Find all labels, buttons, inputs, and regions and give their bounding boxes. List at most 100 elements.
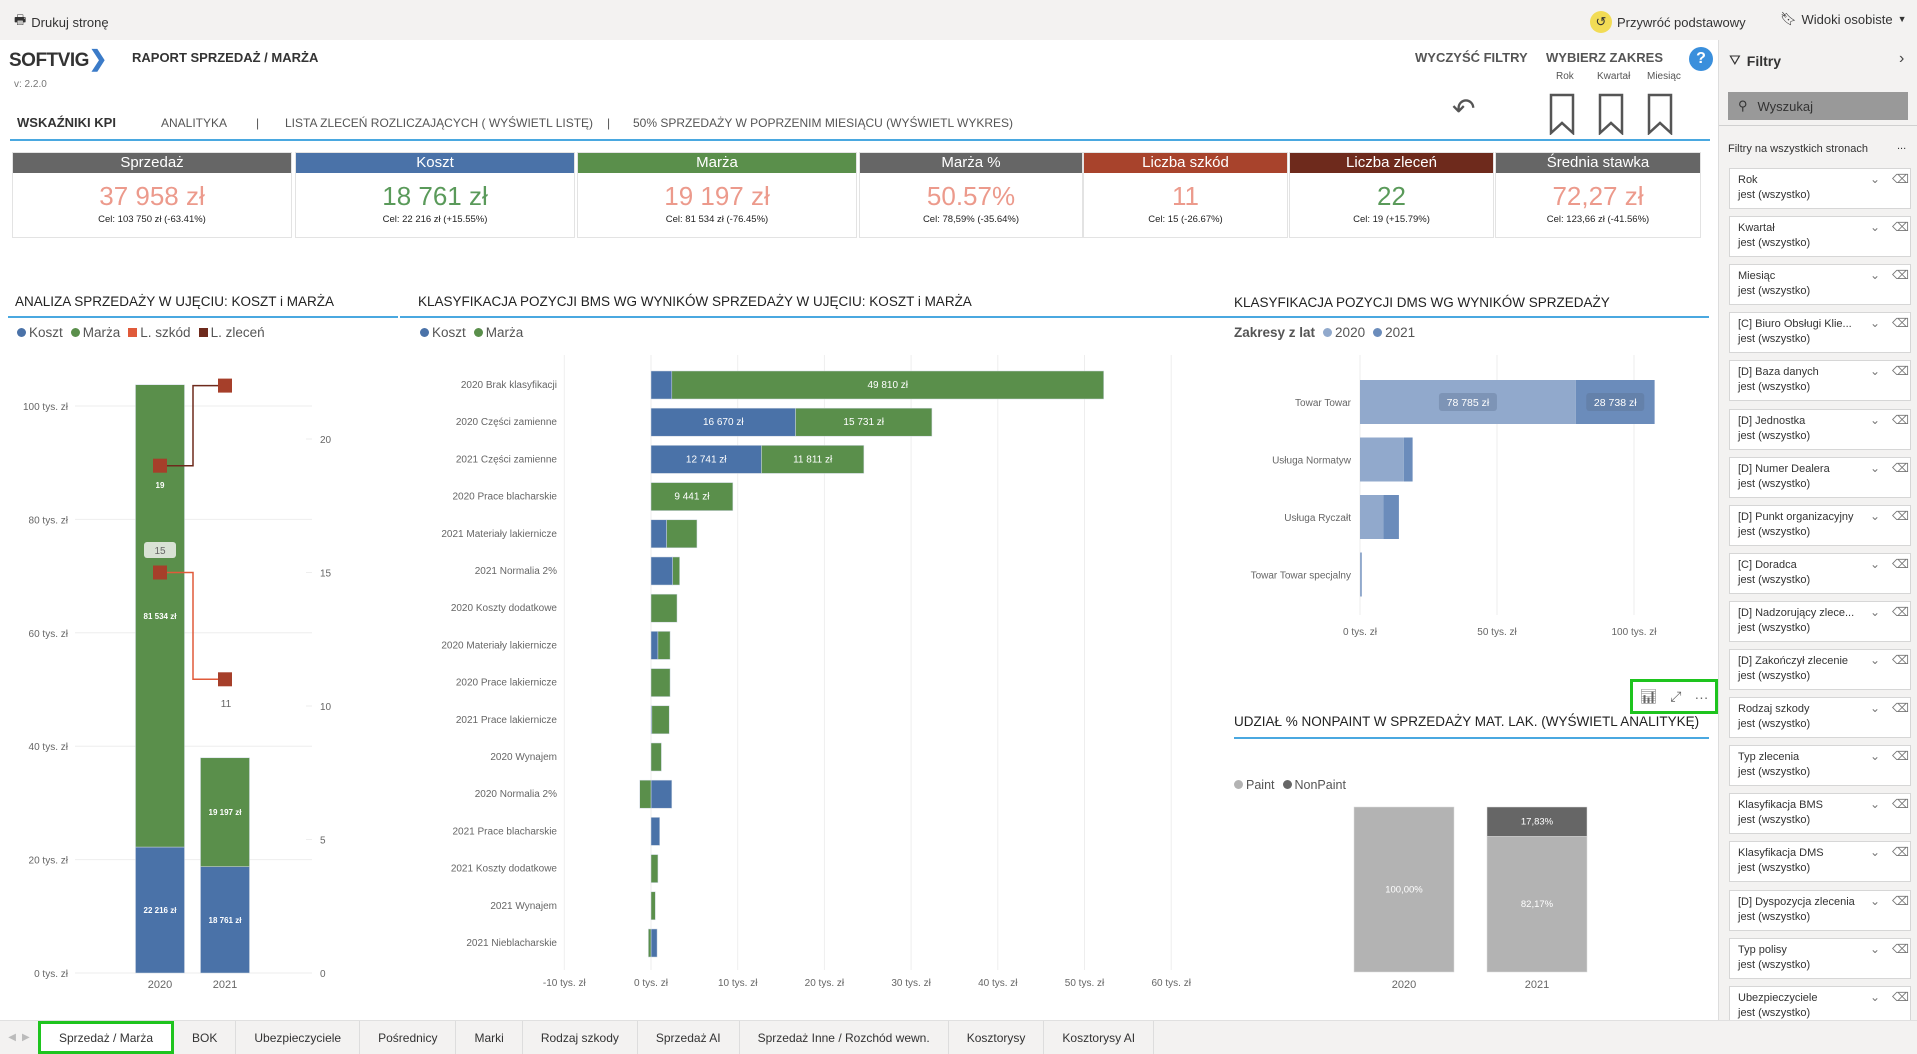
eraser-icon[interactable]: ⌫ (1892, 508, 1909, 523)
collapse-pane-chevron-icon[interactable]: › (1899, 50, 1905, 67)
tab-page[interactable]: Rodzaj szkody (523, 1021, 638, 1054)
legend-2021[interactable]: 2021 (1373, 325, 1415, 340)
eraser-icon[interactable]: ⌫ (1892, 701, 1909, 716)
bookmark-month-icon[interactable] (1647, 93, 1673, 135)
bookmark-quarter-icon[interactable] (1598, 93, 1624, 135)
eraser-icon[interactable]: ⌫ (1892, 797, 1909, 812)
legend-l-szkod[interactable]: L. szkód (128, 325, 191, 340)
chevron-down-icon[interactable]: ⌄ (1870, 749, 1881, 764)
filter-card[interactable]: Rok jest (wszystko) ⌄ ⌫ (1729, 168, 1911, 209)
chevron-down-icon[interactable]: ⌄ (1870, 653, 1881, 667)
eraser-icon[interactable]: ⌫ (1892, 460, 1909, 475)
legend-2020[interactable]: 2020 (1323, 325, 1365, 340)
tab-page[interactable]: Sprzedaż / Marża (38, 1021, 175, 1054)
chevron-down-icon[interactable]: ⌄ (1870, 460, 1881, 475)
clear-filters-button[interactable]: WYCZYŚĆ FILTRY (1415, 50, 1528, 65)
legend-koszt[interactable]: Koszt (420, 325, 466, 340)
eraser-icon[interactable]: ⌫ (1892, 220, 1909, 235)
personal-views-dropdown[interactable]: 🔖︎ Widoki osobiste ▼ (1780, 11, 1906, 27)
tab-page[interactable]: BOK (174, 1021, 237, 1054)
eraser-icon[interactable]: ⌫ (1892, 172, 1909, 186)
tab-page[interactable]: Sprzedaż AI (638, 1021, 740, 1054)
eraser-icon[interactable]: ⌫ (1892, 989, 1909, 1004)
nav-kpi[interactable]: WSKAŹNIKI KPI (17, 115, 116, 130)
chevron-down-icon[interactable]: ⌄ (1870, 220, 1881, 235)
legend-nonpaint[interactable]: NonPaint (1282, 778, 1346, 792)
chevron-down-icon[interactable]: ⌄ (1870, 604, 1881, 619)
chevron-down-icon[interactable]: ⌄ (1870, 893, 1881, 908)
more-options-icon[interactable]: ··· (1694, 688, 1709, 705)
undo-icon[interactable]: ↶ (1452, 93, 1476, 124)
filter-card[interactable]: [D] Nadzorujący zlece... jest (wszystko)… (1729, 600, 1911, 642)
tab-page[interactable]: Marki (456, 1021, 523, 1054)
filter-card[interactable]: [D] Punkt organizacyjny jest (wszystko) … (1729, 504, 1911, 546)
tab-page[interactable]: Pośrednicy (360, 1021, 457, 1054)
chevron-left-icon[interactable]: ◀ (8, 1032, 16, 1043)
tab-page[interactable]: Kosztorysy (949, 1021, 1045, 1054)
tab-page[interactable]: Kosztorysy AI (1044, 1021, 1155, 1054)
help-button[interactable]: ? (1689, 47, 1713, 71)
filter-search-input[interactable]: ⚲ Wyszukaj (1728, 92, 1908, 120)
eraser-icon[interactable]: ⌫ (1892, 412, 1909, 427)
chevron-down-icon[interactable]: ⌄ (1870, 845, 1881, 860)
eraser-icon[interactable]: ⌫ (1892, 749, 1909, 764)
filter-card[interactable]: Rodzaj szkody jest (wszystko) ⌄ ⌫ (1729, 697, 1911, 739)
legend-koszt[interactable]: Koszt (17, 325, 63, 340)
eraser-icon[interactable]: ⌫ (1892, 893, 1909, 908)
chevron-down-icon[interactable]: ⌄ (1870, 364, 1881, 379)
y-tick-label: 0 tys. zł (34, 969, 69, 980)
filter-card[interactable]: Klasyfikacja BMS jest (wszystko) ⌄ ⌫ (1729, 793, 1911, 835)
legend-marza[interactable]: Marża (70, 325, 120, 340)
eraser-icon[interactable]: ⌫ (1892, 604, 1909, 619)
nav-orders-list[interactable]: LISTA ZLECEŃ ROZLICZAJĄCYCH ( WYŚWIETL L… (285, 116, 594, 130)
filter-name: [D] Nadzorujący zlece... (1738, 606, 1855, 619)
filter-card[interactable]: Miesiąc jest (wszystko) ⌄ ⌫ (1729, 264, 1911, 306)
chevron-down-icon[interactable]: ⌄ (1870, 556, 1881, 571)
y2-tick-label: 0 (320, 969, 326, 980)
filter-card[interactable]: [D] Baza danych jest (wszystko) ⌄ ⌫ (1729, 360, 1911, 402)
filter-card[interactable]: [D] Zakończył zlecenie jest (wszystko) ⌄… (1729, 649, 1911, 690)
chevron-down-icon[interactable]: ⌄ (1870, 172, 1881, 186)
chevron-down-icon[interactable]: ⌄ (1870, 989, 1881, 1004)
filter-card[interactable]: Typ zlecenia jest (wszystko) ⌄ ⌫ (1729, 745, 1911, 787)
chevron-down-icon[interactable]: ⌄ (1870, 412, 1881, 427)
focus-mode-icon[interactable]: ⤢ (1670, 688, 1682, 704)
eraser-icon[interactable]: ⌫ (1892, 268, 1909, 283)
chevron-down-icon[interactable]: ⌄ (1870, 316, 1881, 331)
print-page-button[interactable]: 🖶 Drukuj stronę (14, 11, 109, 33)
eraser-icon[interactable]: ⌫ (1892, 556, 1909, 571)
filter-card[interactable]: [C] Biuro Obsługi Klie... jest (wszystko… (1729, 312, 1911, 354)
eraser-icon[interactable]: ⌫ (1892, 845, 1909, 860)
eraser-icon[interactable]: ⌫ (1892, 653, 1909, 667)
filter-card[interactable]: Ubezpieczyciele jest (wszystko) ⌄ ⌫ (1729, 985, 1911, 1027)
filter-card[interactable]: [D] Numer Dealera jest (wszystko) ⌄ ⌫ (1729, 456, 1911, 498)
eraser-icon[interactable]: ⌫ (1892, 364, 1909, 379)
tab-page[interactable]: Ubezpieczyciele (236, 1021, 361, 1054)
section-more-button[interactable]: ... (1897, 140, 1907, 152)
filter-card[interactable]: [C] Doradca jest (wszystko) ⌄ ⌫ (1729, 552, 1911, 594)
reset-default-button[interactable]: ↺ Przywróć podstawowy (1590, 11, 1746, 33)
nav-sales-chart[interactable]: 50% SPRZEDAŻY W POPRZENIM MIESIĄCU (WYŚW… (633, 116, 1014, 130)
nav-analytics[interactable]: ANALITYKA (161, 116, 228, 130)
analytics-icon[interactable]: 📊︎ (1639, 688, 1658, 704)
bookmark-year-icon[interactable] (1549, 93, 1575, 135)
filter-card[interactable]: Klasyfikacja DMS jest (wszystko) ⌄ ⌫ (1729, 841, 1911, 883)
tab-page[interactable]: Sprzedaż Inne / Rozchód wewn. (740, 1021, 949, 1054)
chevron-down-icon[interactable]: ⌄ (1870, 701, 1881, 716)
legend-paint[interactable]: Paint (1234, 778, 1275, 792)
chevron-right-icon[interactable]: ▶ (22, 1032, 30, 1043)
legend-marza[interactable]: Marża (473, 325, 523, 340)
legend-l-zlecen[interactable]: L. zleceń (198, 325, 265, 340)
chevron-down-icon[interactable]: ⌄ (1870, 797, 1881, 812)
filter-card[interactable]: [D] Dyspozycja zlecenia jest (wszystko) … (1729, 889, 1911, 931)
eraser-icon[interactable]: ⌫ (1892, 316, 1909, 331)
filter-card[interactable]: Typ polisy jest (wszystko) ⌄ ⌫ (1729, 937, 1911, 979)
eraser-icon[interactable]: ⌫ (1892, 941, 1909, 956)
bar-data-label: 19 197 zł (209, 808, 243, 817)
filter-card[interactable]: Kwartał jest (wszystko) ⌄ ⌫ (1729, 216, 1911, 258)
chevron-down-icon[interactable]: ⌄ (1870, 268, 1881, 283)
chevron-down-icon[interactable]: ⌄ (1870, 508, 1881, 523)
tab-scroll-arrows[interactable]: ◀ ▶ (0, 1021, 38, 1054)
filter-card[interactable]: [D] Jednostka jest (wszystko) ⌄ ⌫ (1729, 408, 1911, 450)
chevron-down-icon[interactable]: ⌄ (1870, 941, 1881, 956)
